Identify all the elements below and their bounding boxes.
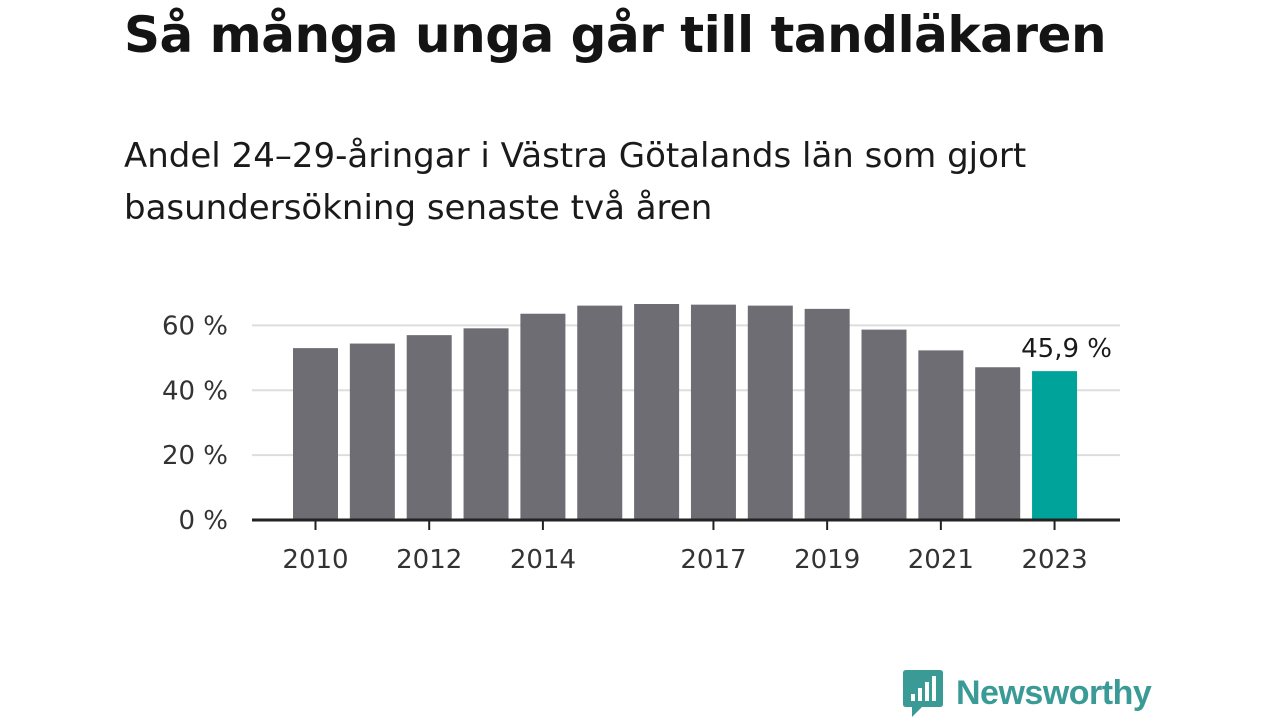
newsworthy-logo: Newsworthy [902,668,1152,718]
bar-2013 [463,328,509,520]
x-tick-label: 2017 [680,545,746,575]
bars [293,304,1078,520]
bar-2011 [349,343,395,520]
x-tick-label: 2012 [396,545,462,575]
y-tick-label: 0 % [178,506,228,536]
bar-2017 [690,304,736,520]
bar-2023 [1032,371,1078,520]
bar-2022 [975,367,1021,520]
x-tick-label: 2023 [1021,545,1087,575]
y-tick-label: 20 % [162,441,228,471]
chart-bubble-icon [903,670,943,717]
x-tick-label: 2010 [282,545,348,575]
y-tick-label: 40 % [162,376,228,406]
bar-2015 [577,305,623,520]
bar-2018 [747,305,793,520]
bar-2016 [634,304,680,520]
chart-subtitle: Andel 24–29-åringar i Västra Götalands l… [124,136,1027,228]
bar-2019 [804,308,850,520]
bar-2021 [918,350,964,520]
data-labels: 45,9 % [1021,334,1112,364]
brand-name: Newsworthy [956,673,1152,712]
bar-2012 [406,335,452,520]
x-tick-label: 2019 [794,545,860,575]
x-axis-ticks: 2010 2012 2014 2017 2019 2021 2023 [282,520,1088,575]
chart-title: Så många unga går till tandläkaren [124,6,1107,64]
bar-2014 [520,313,566,520]
x-tick-label: 2014 [510,545,576,575]
x-tick-label: 2021 [908,545,974,575]
bar-2020 [861,329,907,520]
y-tick-label: 60 % [162,311,228,341]
y-axis-ticks: 0 % 20 % 40 % 60 % [162,311,228,536]
data-label-2023: 45,9 % [1021,334,1112,364]
bar-2010 [293,348,338,520]
